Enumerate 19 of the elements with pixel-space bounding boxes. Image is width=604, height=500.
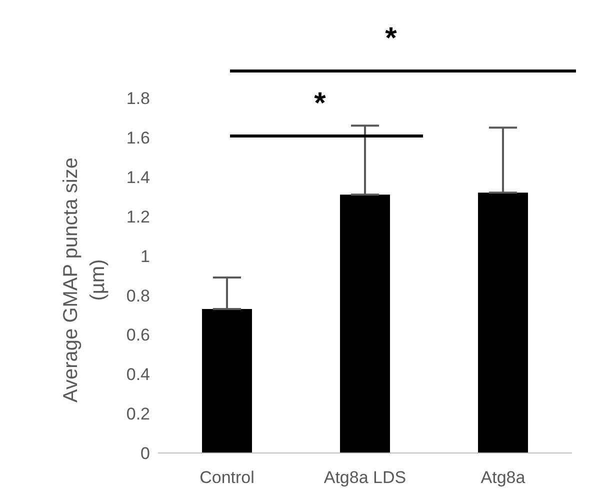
y-tick-label: 0 [140, 444, 150, 464]
y-tick-label: 0.4 [126, 365, 150, 384]
bar [340, 194, 390, 453]
text: * [385, 22, 398, 55]
x-tick-label: Atg8a LDS [324, 468, 406, 488]
y-tick-label: 0.8 [126, 286, 150, 306]
x-tick-label: Control [200, 468, 254, 488]
y-tick-label: 1.6 [126, 128, 150, 148]
y-axis-title: Average GMAP puncta size (µm) [59, 156, 110, 404]
y-tick-label: 0.2 [126, 404, 150, 424]
bar [478, 192, 528, 453]
y-tick-label: 1.2 [126, 207, 150, 226]
y-tick-label: 1.4 [126, 168, 150, 187]
y-tick-label: 0.6 [126, 326, 150, 345]
x-tick-label: Atg8a [480, 468, 526, 488]
bar [202, 309, 252, 453]
y-tick-label: 1.8 [126, 89, 150, 108]
annotation: * [314, 87, 326, 120]
y-tick-label: 1 [140, 246, 150, 266]
